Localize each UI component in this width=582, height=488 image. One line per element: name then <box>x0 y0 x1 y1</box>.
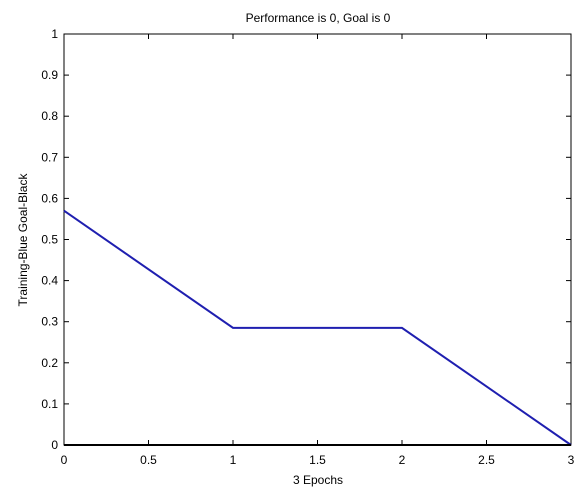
y-tick-label: 0.3 <box>41 315 58 329</box>
x-tick-label: 1 <box>230 453 237 467</box>
y-tick-label: 0 <box>51 438 58 452</box>
y-axis-ticks: 0 0.1 0.2 0.3 0.4 0.5 0.6 0.7 0.8 0.9 1 <box>41 27 571 452</box>
training-line <box>63 209 572 446</box>
y-tick-label: 0.1 <box>41 397 58 411</box>
x-tick-label: 1.5 <box>309 453 326 467</box>
plot-area <box>63 33 572 446</box>
y-tick-label: 0.6 <box>41 191 58 205</box>
y-tick-label: 0.7 <box>41 150 58 164</box>
series-layer <box>63 209 572 446</box>
x-axis-ticks: 0 0.5 1 1.5 2 2.5 3 <box>61 34 575 467</box>
y-axis-label: Training-Blue Goal-Black <box>16 173 30 307</box>
y-tick-label: 0.5 <box>41 233 58 247</box>
y-tick-label: 0.4 <box>41 274 58 288</box>
chart-title: Performance is 0, Goal is 0 <box>246 11 391 25</box>
x-axis-label: 3 Epochs <box>293 473 343 487</box>
x-tick-label: 0 <box>61 453 68 467</box>
y-tick-label: 0.9 <box>41 68 58 82</box>
x-tick-label: 2.5 <box>478 453 495 467</box>
x-tick-label: 3 <box>568 453 575 467</box>
x-tick-label: 2 <box>399 453 406 467</box>
y-tick-label: 1 <box>51 27 58 41</box>
y-tick-label: 0.2 <box>41 356 58 370</box>
x-tick-label: 0.5 <box>140 453 157 467</box>
y-tick-label: 0.8 <box>41 109 58 123</box>
